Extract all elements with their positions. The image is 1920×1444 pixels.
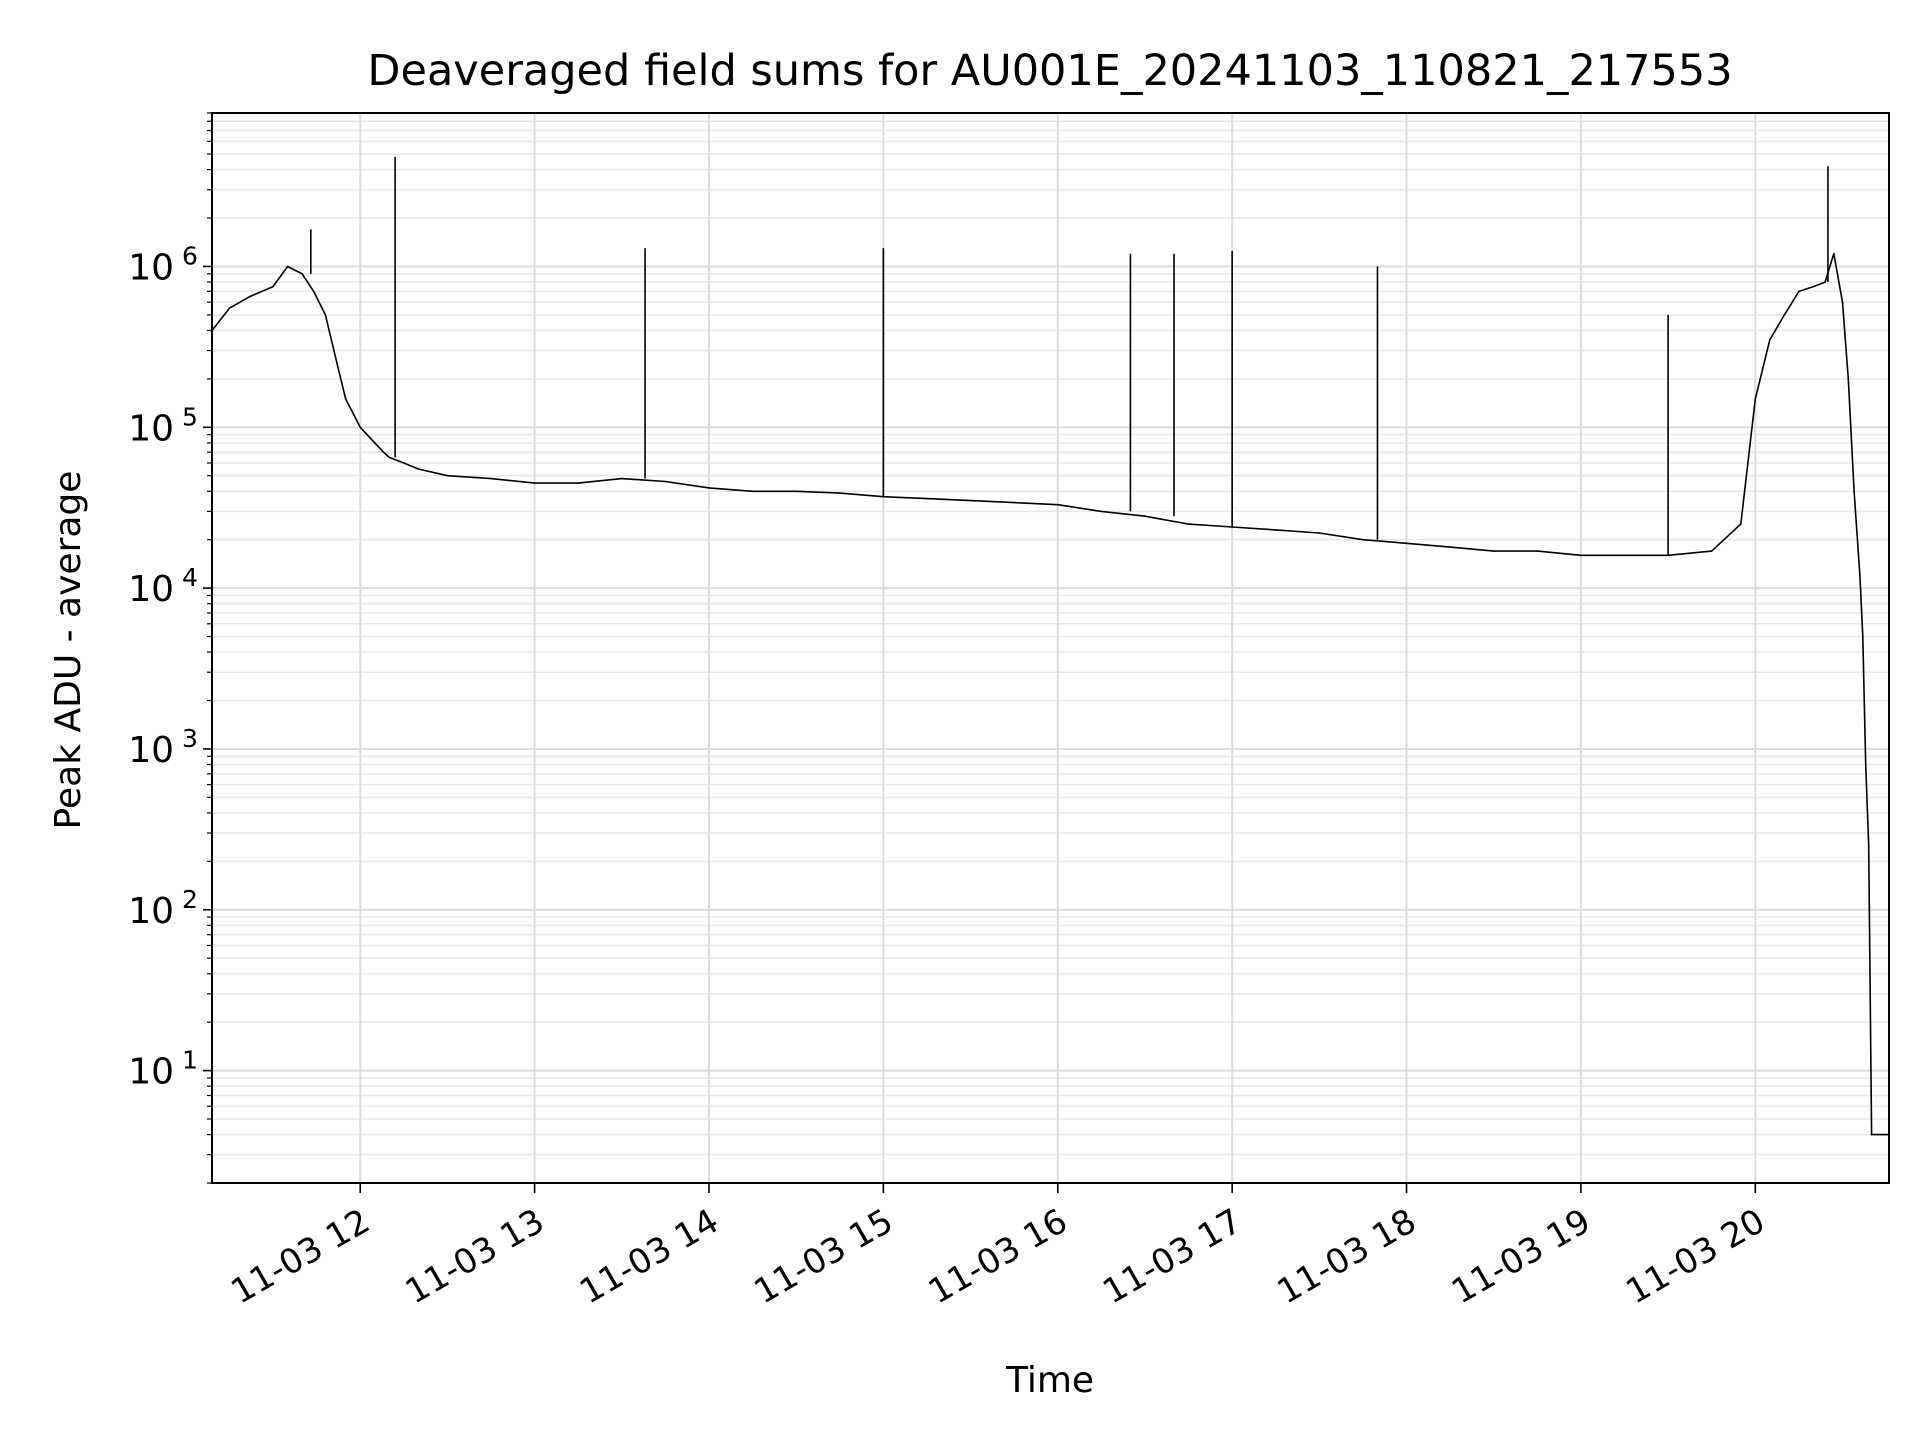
data-point [1318, 532, 1321, 534]
data-point [403, 462, 405, 464]
data-point [336, 362, 338, 365]
data-point [344, 398, 347, 400]
y-tick-label-exponent: 1 [182, 1046, 198, 1075]
data-point [708, 487, 710, 489]
data-point [446, 474, 449, 477]
data-point [417, 468, 420, 470]
data-point [664, 480, 667, 483]
grid [212, 112, 1889, 1184]
data-point [1798, 290, 1800, 293]
data-point [1862, 635, 1864, 638]
data-point [382, 451, 385, 454]
data-point [248, 295, 251, 298]
data-point [1783, 314, 1786, 316]
data-point [1623, 554, 1626, 557]
data-point [1876, 1133, 1879, 1136]
data-point [301, 273, 303, 275]
data-point [1739, 523, 1742, 525]
data-point [1274, 529, 1277, 531]
data-point [490, 477, 492, 480]
y-tick-label: 10 [128, 730, 174, 771]
data-point [1853, 490, 1855, 493]
data-point [1056, 503, 1059, 506]
data-point [1144, 515, 1146, 518]
data-point [1580, 554, 1582, 557]
data-point [751, 490, 754, 493]
plot-frame [211, 112, 1890, 1184]
y-axis: 10 1 10 2 10 3 10 4 10 5 10 6 [128, 112, 212, 1184]
data-point [533, 482, 536, 484]
data-point [272, 285, 274, 288]
data-point [1536, 550, 1539, 552]
y-tick-label-exponent: 5 [182, 402, 198, 431]
chart-title: Deaveraged field sums for AU001E_2024110… [367, 46, 1732, 96]
x-axis-label: Time [1005, 1360, 1094, 1401]
y-axis-label: Peak ADU - average [48, 471, 89, 830]
data-point [1812, 285, 1815, 288]
data-point [1013, 501, 1015, 504]
data-point [359, 426, 362, 429]
data-point [795, 490, 797, 493]
data-point [228, 307, 231, 310]
y-tick-label: 10 [128, 891, 174, 932]
series-layer [211, 156, 1890, 1136]
data-point [388, 456, 391, 459]
data-point [1832, 252, 1835, 255]
data-point [621, 477, 623, 480]
data-point [1362, 538, 1364, 541]
data-point [1864, 763, 1867, 766]
data-point [1187, 523, 1190, 525]
y-tick-label: 10 [128, 247, 174, 288]
data-point [926, 497, 928, 500]
y-tick-label: 10 [128, 569, 174, 610]
data-point [373, 442, 376, 444]
data-point [1754, 398, 1757, 400]
data-point [969, 499, 972, 502]
data-point [577, 482, 580, 484]
data-point [1824, 281, 1826, 283]
data-point [1492, 550, 1495, 552]
data-point [324, 314, 327, 316]
data-point [1882, 1133, 1884, 1136]
data-point [1100, 510, 1103, 513]
data-point [286, 265, 289, 268]
data-point [1870, 1133, 1873, 1136]
y-tick-label: 10 [128, 1052, 174, 1093]
data-point [1405, 542, 1408, 545]
data-point [1710, 550, 1713, 552]
data-point [1449, 546, 1451, 548]
data-point [1867, 844, 1870, 847]
data-point [1769, 338, 1771, 341]
y-tick-label-exponent: 2 [182, 885, 198, 914]
data-point [1847, 378, 1850, 380]
data-point [1859, 574, 1861, 577]
data-point [838, 492, 841, 494]
y-tick-label-exponent: 4 [182, 563, 198, 592]
data-point [1841, 301, 1844, 303]
data-point [312, 290, 315, 293]
y-tick-label: 10 [128, 408, 174, 449]
y-tick-label-exponent: 6 [182, 241, 198, 270]
y-tick-label-exponent: 3 [182, 724, 198, 753]
